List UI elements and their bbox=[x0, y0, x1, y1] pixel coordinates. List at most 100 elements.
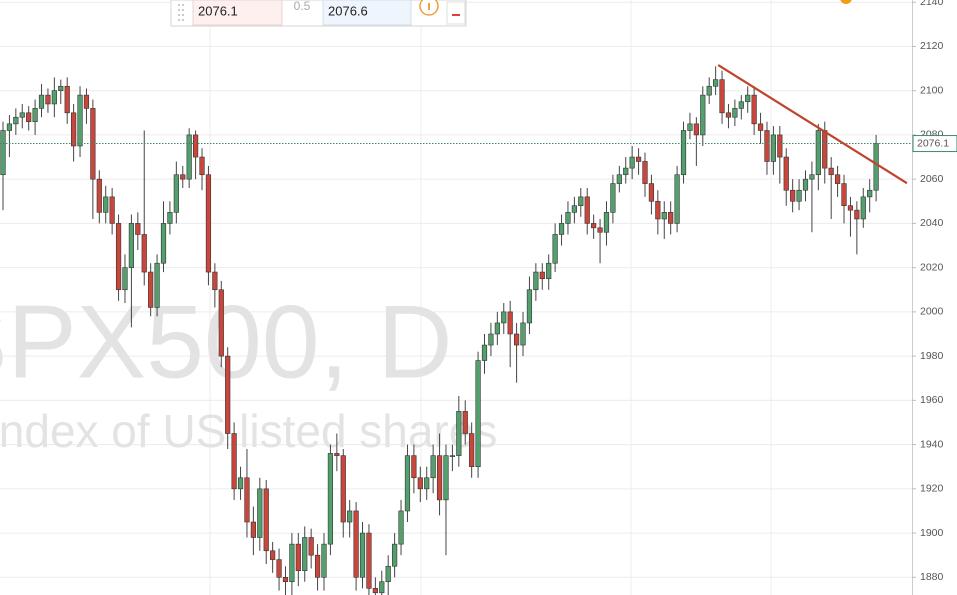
candle-body bbox=[700, 94, 706, 136]
candle-body bbox=[45, 94, 51, 105]
candle-body bbox=[520, 322, 526, 346]
candle-body bbox=[257, 488, 263, 538]
y-tick-label: 1960 bbox=[920, 394, 944, 406]
drag-handle[interactable] bbox=[178, 4, 184, 21]
y-tick-label: 1940 bbox=[920, 438, 944, 450]
candle-body bbox=[77, 94, 83, 147]
candle-body bbox=[578, 196, 584, 207]
candle-body bbox=[867, 189, 873, 198]
y-tick-label: 1980 bbox=[920, 350, 944, 362]
candle-body bbox=[96, 178, 102, 213]
candle-body bbox=[411, 455, 417, 479]
candle-body bbox=[680, 130, 687, 176]
candle-body bbox=[584, 196, 590, 224]
candle-body bbox=[0, 130, 6, 176]
sell-price: 2076.1 bbox=[198, 3, 238, 18]
last-price-label: 2076.1 bbox=[917, 137, 949, 149]
candle-body bbox=[873, 143, 879, 191]
candle-body bbox=[783, 156, 789, 191]
candle-body bbox=[456, 411, 462, 456]
candle-body bbox=[218, 289, 224, 357]
candle-body bbox=[796, 189, 802, 202]
close-button[interactable] bbox=[446, 1, 466, 25]
candle-body bbox=[616, 174, 622, 184]
candle-body bbox=[802, 178, 809, 191]
candle-body bbox=[148, 271, 154, 308]
candle-body bbox=[302, 537, 308, 571]
candle-body bbox=[623, 167, 629, 176]
candle-body bbox=[270, 550, 276, 560]
candle-body bbox=[847, 205, 854, 211]
candle-body bbox=[122, 267, 128, 291]
candle-body bbox=[449, 455, 456, 457]
candle-body bbox=[501, 311, 507, 324]
minus-glyph bbox=[452, 14, 460, 16]
candle-body bbox=[661, 212, 667, 220]
candle-body bbox=[757, 123, 764, 131]
candle-body bbox=[385, 565, 391, 583]
candle-body bbox=[713, 79, 719, 87]
candle-body bbox=[648, 183, 655, 202]
candle-body bbox=[745, 94, 751, 103]
y-tick-label: 2100 bbox=[920, 84, 944, 96]
candle-body bbox=[424, 477, 430, 490]
candle-body bbox=[115, 223, 122, 291]
candle-body bbox=[738, 101, 744, 109]
price-axis: 1880 1900 1920 1940 1960 1980 2000 2020 2040 2060… bbox=[912, 0, 957, 583]
buy-box[interactable] bbox=[322, 0, 412, 26]
candle-body bbox=[546, 262, 552, 279]
candle-body bbox=[193, 134, 199, 158]
candle-body bbox=[571, 205, 577, 213]
candle-body bbox=[289, 543, 295, 583]
candle-body bbox=[231, 433, 237, 490]
candle-body bbox=[655, 200, 661, 220]
candle-body bbox=[558, 223, 565, 235]
candle-body bbox=[706, 85, 712, 96]
candle-body bbox=[334, 453, 340, 456]
info-icon-glyph bbox=[428, 3, 430, 10]
y-tick-label: 2120 bbox=[920, 40, 944, 52]
candle-body bbox=[533, 271, 539, 291]
candle-body bbox=[109, 196, 115, 224]
candle-body bbox=[308, 537, 314, 556]
candle-body bbox=[359, 532, 366, 578]
candle-body bbox=[205, 174, 212, 273]
candle-body bbox=[64, 85, 70, 114]
candle-body bbox=[488, 333, 494, 346]
candle-body bbox=[353, 510, 359, 578]
candle-body bbox=[327, 453, 334, 545]
candle-body bbox=[552, 234, 558, 264]
candle-body bbox=[340, 455, 346, 523]
candle-body bbox=[526, 289, 533, 324]
candle-body bbox=[597, 227, 603, 233]
candle-body bbox=[250, 521, 256, 538]
y-tick-label: 2020 bbox=[920, 261, 944, 273]
candle-body bbox=[83, 94, 90, 109]
candle-body bbox=[475, 360, 481, 468]
candle-body bbox=[19, 112, 25, 118]
candle-body bbox=[610, 183, 616, 213]
trade-toolbar: 2076.1 0.5 2076.6 bbox=[170, 0, 467, 27]
candle-body bbox=[295, 543, 301, 571]
candle-body bbox=[834, 174, 841, 184]
candle-body bbox=[770, 134, 776, 162]
y-tick-label: 1920 bbox=[920, 483, 944, 495]
sell-box[interactable] bbox=[192, 0, 283, 26]
alert-icon[interactable] bbox=[840, 0, 852, 4]
candle-body bbox=[103, 196, 109, 213]
candle-body bbox=[6, 123, 13, 131]
y-tick-label: 2000 bbox=[920, 306, 944, 318]
candle-body bbox=[513, 333, 520, 346]
candle-body bbox=[212, 271, 218, 291]
candle-body bbox=[263, 488, 269, 552]
candle-body bbox=[71, 112, 77, 147]
y-tick-label: 2040 bbox=[920, 217, 944, 229]
y-tick-label: 2140 bbox=[920, 0, 944, 8]
candle-body bbox=[51, 90, 57, 105]
candle-body bbox=[790, 189, 796, 202]
candle-body bbox=[635, 156, 642, 162]
last-price-box bbox=[912, 135, 957, 153]
candle-body bbox=[764, 130, 770, 162]
candle-body bbox=[154, 262, 160, 308]
candle-body bbox=[379, 581, 385, 594]
